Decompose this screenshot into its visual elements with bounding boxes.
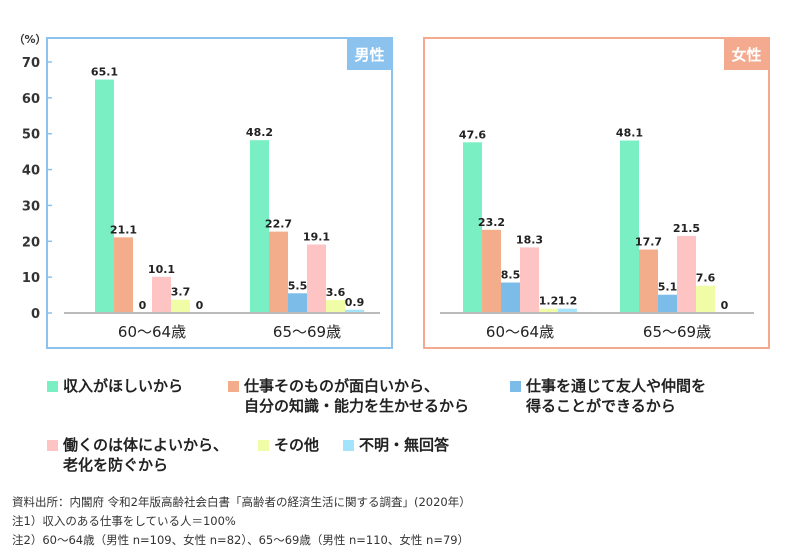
legend-swatch [343,440,354,451]
data-label: 3.6 [326,286,346,299]
x-tick-label: 60〜64歳 [118,323,186,341]
y-tick-label: 0 [31,307,40,322]
x-tick-label: 65〜69歳 [643,323,711,341]
legend-swatch [258,440,269,451]
data-label: 0.9 [345,296,365,309]
data-label: 47.6 [459,128,486,141]
data-label: 0 [196,299,204,312]
data-label: 10.1 [148,263,175,276]
bar [482,229,501,313]
y-tick-label: 10 [22,271,40,286]
note-2: 注2）60〜64歳（男性 n=109、女性 n=82）、65〜69歳（男性 n=… [12,533,470,547]
data-label: 3.7 [171,286,191,299]
data-label: 23.2 [478,216,505,229]
data-label: 22.7 [265,218,292,231]
y-tick-label: 40 [22,164,40,179]
panel-badge [347,38,392,70]
legend-label: その他 [274,436,320,454]
bar [345,309,364,313]
data-label: 0 [139,299,147,312]
legend-label: 働くのは体によいから、 老化を防ぐから [63,436,229,474]
data-label: 7.6 [696,272,716,285]
data-label: 17.7 [635,236,662,249]
panel-title: 女性 [731,46,761,64]
bar [696,285,715,313]
data-label: 5.5 [288,279,308,292]
note-1: 注1）収入のある仕事をしている人＝100% [12,514,236,528]
x-tick-label: 60〜64歳 [486,323,554,341]
data-label: 48.2 [246,126,273,139]
legend-swatch [47,381,58,392]
data-label: 1.2 [558,295,578,308]
data-label: 48.1 [616,127,643,140]
y-tick-label: 50 [22,128,40,143]
bar [539,308,558,313]
bar [326,300,345,313]
legend-swatch [228,381,239,392]
data-label: 21.1 [110,223,137,236]
bar [250,140,269,313]
bar [288,293,307,313]
bar-chart: （%） 0 10 20 30 40 50 60 70 男性 65.1 21.1 0 10.1 3.7 0 60〜… [13,33,770,349]
x-tick-label: 65〜69歳 [273,323,341,341]
source-note: 資料出所：内閣府 令和2年版高齢社会白書「高齢者の経済生活に関する調査」(202… [12,495,471,509]
data-label: 19.1 [303,231,330,244]
bar [677,235,696,313]
data-label: 18.3 [516,233,543,246]
y-tick-label: 20 [22,235,40,250]
legend-swatch [510,381,521,392]
bar [639,249,658,313]
legend-item-friends: 仕事を通じて友人や仲間を 得ることができるから [510,376,706,416]
bar [501,282,520,313]
legend-item-interesting: 仕事そのものが面白いから、 自分の知識・能力を生かせるから [228,376,469,416]
bar [114,237,133,313]
panel-title: 男性 [354,46,384,64]
y-tick-label: 60 [22,92,40,107]
legend-label: 収入がほしいから [63,377,184,395]
bar [171,299,190,313]
legend-item-health: 働くのは体によいから、 老化を防ぐから [47,435,228,475]
y-tick-label: 30 [22,199,40,214]
y-unit-label: （%） [13,33,46,46]
panel-frame [46,37,393,349]
bar [269,231,288,313]
data-label: 1.2 [539,295,559,308]
source-notes: 資料出所：内閣府 令和2年版高齢社会白書「高齢者の経済生活に関する調査」(202… [12,493,471,550]
panel-badge [724,38,769,70]
legend-swatch [47,440,58,451]
bar [558,308,577,313]
panel-frame [423,37,770,349]
data-label: 0 [721,299,729,312]
bar [307,244,326,313]
bar [95,79,114,313]
data-label: 21.5 [673,222,700,235]
legend-item-other: その他 [258,435,319,455]
legend-label: 仕事そのものが面白いから、 自分の知識・能力を生かせるから [244,377,470,415]
bar [152,276,171,313]
legend-item-income: 収入がほしいから [47,376,183,396]
data-label: 8.5 [501,269,521,282]
legend-label: 仕事を通じて友人や仲間を 得ることができるから [526,377,707,415]
bar [620,140,639,313]
legend-item-unknown: 不明・無回答 [343,435,449,455]
bar [463,142,482,313]
data-label: 65.1 [91,66,118,79]
bar [658,294,677,313]
data-label: 5.1 [658,281,678,294]
legend-label: 不明・無回答 [359,436,450,454]
y-tick-label: 70 [22,56,40,71]
bar [520,247,539,313]
